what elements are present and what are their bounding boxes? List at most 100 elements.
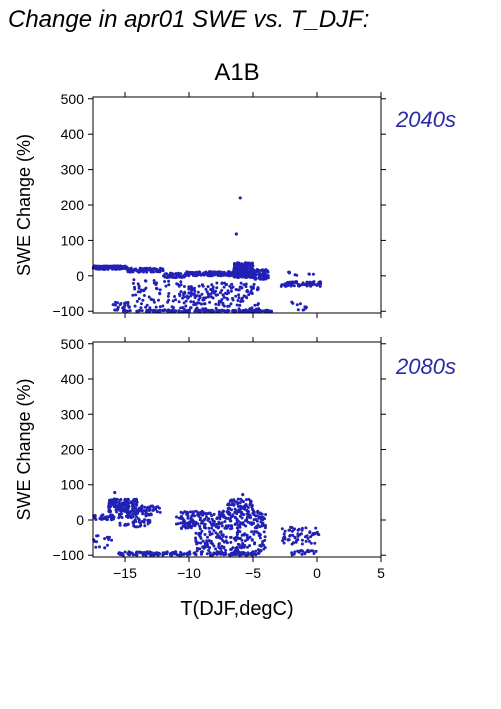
data-point [168, 272, 172, 276]
data-point [186, 523, 190, 527]
data-point [292, 552, 296, 556]
data-point [193, 289, 197, 293]
data-point [219, 547, 223, 551]
data-point [105, 515, 109, 519]
data-point [249, 285, 253, 289]
data-point [106, 543, 109, 547]
data-point [137, 309, 141, 313]
data-point [253, 270, 257, 274]
data-point [114, 303, 117, 307]
data-point [237, 293, 241, 297]
data-point [290, 551, 294, 555]
data-point [246, 290, 250, 294]
data-point [223, 526, 227, 530]
panel-2080s: −100 0 100 200 300 400 500 −15 −10 −5 0 5 SWE Change… [14, 336, 456, 581]
data-point [249, 502, 253, 506]
data-point [136, 511, 140, 515]
data-point [264, 524, 267, 527]
data-point [212, 291, 216, 295]
data-point [165, 309, 169, 313]
data-point [188, 308, 191, 312]
data-point [260, 521, 264, 525]
data-point [201, 545, 205, 549]
data-point [188, 291, 192, 295]
data-point [219, 274, 223, 278]
data-point [239, 300, 243, 304]
data-point [188, 520, 192, 524]
data-point [161, 553, 165, 557]
data-point [108, 265, 112, 269]
data-point [95, 534, 99, 538]
data-point [131, 268, 135, 272]
data-point [231, 514, 234, 518]
outlier-point [241, 493, 245, 497]
data-point [214, 302, 218, 306]
data-point [296, 283, 300, 286]
data-point [146, 267, 150, 270]
data-point [209, 539, 213, 543]
data-point [174, 272, 178, 275]
x-tick-label: −10 [177, 565, 201, 581]
data-point [131, 512, 135, 516]
data-point [194, 536, 198, 540]
data-point [203, 517, 207, 521]
data-point [184, 304, 188, 308]
data-point [130, 504, 134, 508]
data-point [101, 513, 105, 517]
data-point [132, 278, 136, 282]
data-point [313, 531, 317, 535]
data-point [133, 285, 136, 289]
data-point [234, 500, 238, 504]
data-point [295, 280, 299, 284]
data-point [194, 522, 198, 526]
data-point [243, 539, 247, 543]
data-point [290, 542, 294, 546]
data-point [215, 517, 219, 521]
data-point [217, 299, 221, 303]
data-point [264, 513, 268, 516]
data-point [244, 275, 247, 279]
data-point [234, 294, 238, 298]
data-point [221, 533, 225, 537]
data-point [139, 306, 143, 310]
data-point [200, 552, 203, 556]
data-point [182, 285, 186, 288]
data-point [118, 303, 122, 306]
data-point [237, 296, 241, 300]
data-point [241, 275, 245, 279]
data-point [227, 291, 230, 295]
data-point [186, 526, 190, 530]
data-point [123, 550, 127, 554]
data-point [254, 549, 258, 553]
data-point [216, 270, 220, 274]
data-point [259, 273, 263, 277]
data-point [208, 530, 212, 534]
data-point [181, 306, 185, 309]
data-point [218, 309, 222, 313]
data-point [153, 309, 157, 313]
data-point [118, 521, 122, 525]
data-point [252, 532, 256, 536]
data-point [133, 304, 137, 308]
data-point [151, 552, 155, 556]
data-point [134, 507, 138, 511]
data-point [146, 551, 150, 555]
data-point [237, 505, 240, 508]
data-point [239, 521, 243, 525]
data-point [135, 550, 139, 554]
data-point [252, 518, 256, 522]
data-point [260, 512, 264, 516]
data-point [214, 293, 218, 297]
data-point [286, 538, 290, 542]
outlier-point [113, 490, 117, 495]
data-point [290, 526, 294, 529]
data-point [232, 502, 236, 506]
data-point [244, 498, 248, 502]
data-point [111, 303, 115, 307]
panel-2040s: −100 0 100 200 300 400 500 SWE Change (%) 2040s [14, 91, 456, 319]
data-point [175, 553, 179, 557]
data-point [189, 510, 192, 514]
data-point [229, 540, 233, 544]
data-point [135, 498, 138, 502]
data-point [215, 286, 219, 290]
